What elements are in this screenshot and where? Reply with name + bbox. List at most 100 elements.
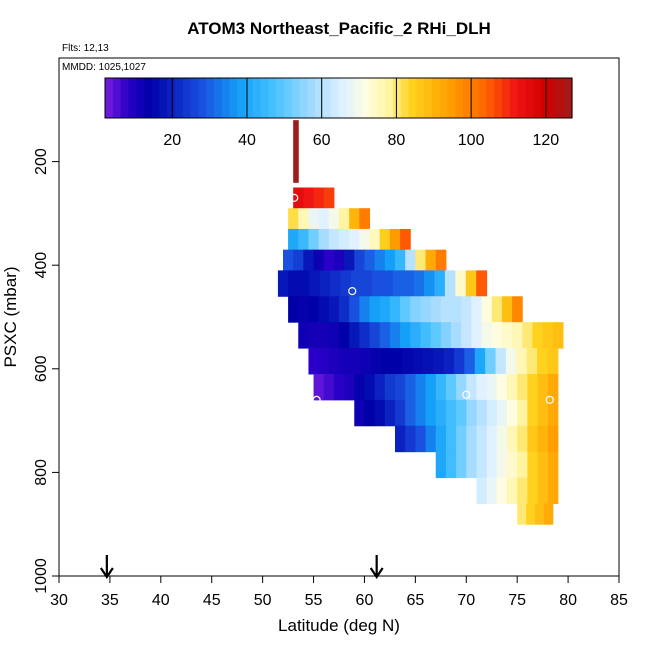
heatmap-cell bbox=[349, 228, 360, 251]
heatmap-cell bbox=[308, 296, 320, 323]
heatmap-cell bbox=[471, 296, 483, 323]
colorbar-segment bbox=[447, 78, 456, 118]
heatmap-cell bbox=[329, 348, 341, 375]
heatmap-cell bbox=[496, 425, 508, 453]
heatmap-cell bbox=[293, 120, 299, 183]
heatmap-cell bbox=[461, 296, 472, 323]
heatmap-cell bbox=[535, 503, 545, 525]
heatmap-cell bbox=[328, 296, 340, 323]
y-tick-label: 800 bbox=[33, 459, 50, 486]
heatmap-cell bbox=[381, 348, 393, 375]
x-axis: 30 35 40 45 50 55 60 65 70 75 80 85 bbox=[50, 576, 628, 609]
heatmap-cell bbox=[451, 296, 462, 323]
heatmap-cell bbox=[277, 270, 289, 297]
colorbar-segment bbox=[369, 78, 379, 118]
heatmap-cell bbox=[474, 348, 486, 375]
heatmap-cell bbox=[349, 208, 360, 230]
colorbar-segment bbox=[206, 78, 215, 118]
heatmap-cell bbox=[318, 348, 330, 375]
colorbar: 20 40 60 80 100 120 bbox=[104, 77, 573, 149]
heatmap-cell bbox=[389, 322, 401, 349]
x-tick-label: 75 bbox=[508, 592, 526, 609]
heatmap-cell bbox=[283, 249, 294, 271]
heatmap-cell bbox=[486, 373, 498, 401]
colorbar-segment bbox=[501, 78, 511, 118]
chart-title: ATOM3 Northeast_Pacific_2 RHi_DLH bbox=[187, 19, 491, 38]
colorbar-segment bbox=[167, 78, 176, 118]
heatmap-cell bbox=[415, 249, 427, 271]
heatmap-cell bbox=[323, 187, 335, 209]
colorbar-segment bbox=[470, 78, 480, 118]
heatmap-cell bbox=[359, 296, 371, 323]
heatmap-cell bbox=[527, 477, 539, 504]
colorbar-segment bbox=[237, 78, 246, 118]
heatmap-cell bbox=[308, 228, 320, 251]
heatmap-cell bbox=[350, 270, 362, 297]
heatmap-cell bbox=[298, 208, 309, 230]
heatmap-cell bbox=[471, 322, 483, 349]
x-axis-label: Latitude (deg N) bbox=[278, 616, 400, 635]
heatmap-cell bbox=[330, 270, 342, 297]
heatmap-cell bbox=[476, 373, 488, 401]
heatmap-cell bbox=[318, 228, 330, 251]
heatmap-cell bbox=[444, 270, 456, 297]
heatmap-cell bbox=[364, 373, 376, 401]
heatmap-cell bbox=[328, 208, 340, 230]
heatmap-cell bbox=[512, 322, 523, 349]
data-point-marker bbox=[312, 395, 321, 404]
data-point-marker bbox=[348, 287, 357, 296]
heatmap-cell bbox=[371, 270, 383, 297]
heatmap-cell bbox=[359, 228, 371, 251]
colorbar-segment bbox=[159, 78, 168, 118]
heatmap-cell bbox=[384, 249, 396, 271]
heatmap-cell bbox=[328, 228, 340, 251]
x-tick-label: 55 bbox=[305, 592, 323, 609]
heatmap-cell bbox=[298, 322, 309, 349]
heatmap-cell bbox=[430, 296, 442, 323]
heatmap-cell bbox=[395, 249, 406, 271]
heatmap-cell bbox=[308, 348, 320, 375]
data-point-marker bbox=[551, 561, 560, 570]
colorbar-segment bbox=[276, 78, 285, 118]
colorbar-segment bbox=[400, 78, 410, 118]
data-markers bbox=[275, 193, 560, 570]
colorbar-tick-label: 40 bbox=[238, 132, 256, 149]
colorbar-segment bbox=[198, 78, 207, 118]
colorbar-segment bbox=[105, 78, 114, 118]
heatmap-cell bbox=[425, 399, 437, 427]
heatmap-cell bbox=[415, 425, 427, 453]
heatmap-cell bbox=[456, 373, 467, 401]
colorbar-segment bbox=[494, 78, 503, 118]
heatmap-cell bbox=[410, 322, 421, 349]
y-tick-label: 1000 bbox=[33, 558, 50, 594]
heatmap-cell bbox=[339, 296, 350, 323]
heatmap-cell bbox=[547, 399, 559, 427]
plot-frame bbox=[58, 57, 620, 577]
heatmap-cell bbox=[415, 373, 427, 401]
heatmap-cell bbox=[547, 425, 559, 453]
heatmap-cell bbox=[501, 322, 513, 349]
data-point-marker bbox=[290, 193, 299, 202]
heatmap-cell bbox=[339, 348, 351, 375]
colorbar-segment bbox=[245, 78, 254, 118]
heatmap-cell bbox=[400, 322, 411, 349]
colorbar-segment bbox=[525, 78, 534, 118]
heatmap-cell bbox=[308, 322, 320, 349]
colorbar-segment bbox=[307, 78, 316, 118]
heatmap-cell bbox=[517, 373, 528, 401]
heatmap-cell bbox=[517, 425, 528, 453]
heatmap-cell bbox=[526, 503, 536, 525]
heatmap-cell bbox=[455, 270, 467, 297]
heatmap-cell bbox=[309, 270, 321, 297]
heatmap-cell bbox=[434, 270, 446, 297]
heatmap-cell bbox=[425, 373, 437, 401]
heatmap-cell bbox=[543, 503, 554, 525]
colorbar-segment bbox=[478, 78, 487, 118]
heatmap-cell bbox=[340, 270, 352, 297]
heatmap-cell bbox=[359, 208, 371, 230]
heatmap-cell bbox=[391, 348, 403, 375]
heatmap-cell bbox=[461, 322, 472, 349]
heatmap-cell bbox=[354, 399, 365, 427]
heatmap-cell bbox=[443, 348, 455, 375]
